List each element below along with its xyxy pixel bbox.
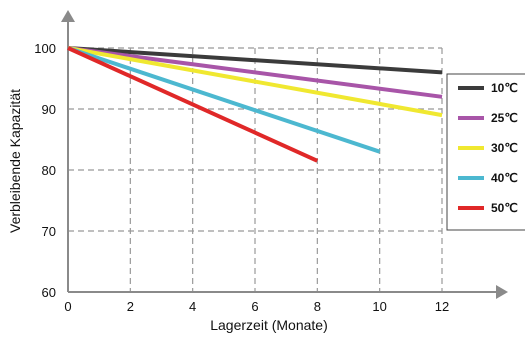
y-tick-label: 100 (34, 41, 56, 56)
series-line-1 (67, 46, 443, 99)
legend-label-3: 40℃ (491, 171, 518, 185)
x-tick-label: 2 (127, 299, 134, 314)
series-line-3 (67, 46, 381, 154)
x-tick-label: 6 (251, 299, 258, 314)
x-axis-arrow-icon (496, 285, 508, 299)
legend-box (446, 73, 525, 231)
series-line-4 (67, 46, 319, 163)
y-tick-labels: 60 70 80 90 100 (34, 41, 56, 300)
x-tick-label: 10 (372, 299, 386, 314)
x-tick-label: 0 (64, 299, 71, 314)
series-lines (67, 46, 443, 163)
y-tick-label: 60 (42, 285, 56, 300)
legend-label-4: 50℃ (491, 201, 518, 215)
x-tick-label: 4 (189, 299, 196, 314)
legend-label-2: 30℃ (491, 141, 518, 155)
y-axis-title: Verbleibende Kapazität (7, 89, 23, 233)
series-line-2 (67, 46, 443, 118)
y-tick-label: 80 (42, 163, 56, 178)
y-axis-arrow-icon (61, 10, 75, 22)
series-line-0 (67, 46, 443, 75)
x-tick-label: 12 (435, 299, 449, 314)
legend: 10℃ 25℃ 30℃ 40℃ 50℃ (446, 73, 525, 231)
axes (61, 10, 508, 299)
x-tick-label: 8 (314, 299, 321, 314)
x-tick-labels: 0 2 4 6 8 10 12 (64, 299, 449, 314)
legend-label-1: 25℃ (491, 111, 518, 125)
legend-label-0: 10℃ (491, 81, 518, 95)
y-tick-label: 90 (42, 102, 56, 117)
x-axis-title: Lagerzeit (Monate) (210, 317, 328, 333)
y-tick-label: 70 (42, 224, 56, 239)
grid (68, 47, 443, 292)
